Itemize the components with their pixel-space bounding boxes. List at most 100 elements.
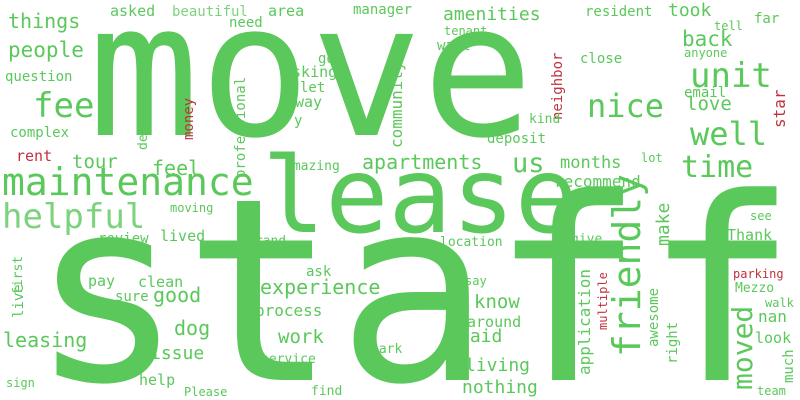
cloud-word-lived: lived bbox=[160, 227, 205, 245]
cloud-word-well: well bbox=[690, 115, 767, 153]
cloud-word-know: know bbox=[474, 291, 520, 313]
cloud-word-live: live bbox=[11, 284, 27, 318]
cloud-word-deposit: deposit bbox=[487, 131, 546, 147]
cloud-word-location: location bbox=[440, 235, 503, 250]
cloud-word-took: took bbox=[668, 0, 712, 21]
cloud-word-kind: kind bbox=[529, 112, 560, 127]
cloud-word-find: find bbox=[311, 384, 342, 399]
cloud-word-please: Please bbox=[184, 385, 227, 399]
cloud-word-sign: sign bbox=[6, 376, 35, 390]
cloud-word-service: service bbox=[261, 352, 316, 367]
cloud-word-tour: tour bbox=[72, 151, 118, 173]
cloud-word-asked: asked bbox=[110, 2, 155, 20]
cloud-word-thank: Thank bbox=[727, 226, 772, 244]
cloud-word-staff: staff bbox=[30, 144, 798, 400]
cloud-word-neighbor: neighbor bbox=[550, 53, 566, 120]
cloud-word-let: let bbox=[300, 80, 325, 96]
cloud-word-application: application bbox=[575, 269, 594, 375]
cloud-word-us: us bbox=[512, 148, 545, 179]
cloud-word-parking: parking bbox=[733, 267, 784, 281]
cloud-word-nothing: nothing bbox=[462, 377, 538, 398]
cloud-word-tell: tell bbox=[714, 19, 743, 33]
cloud-word-moved: moved bbox=[726, 306, 759, 390]
cloud-word-dog: dog bbox=[174, 316, 210, 340]
cloud-word-asking: asking bbox=[283, 63, 337, 81]
cloud-word-question: question bbox=[5, 69, 72, 85]
cloud-word-friendly: friendly bbox=[605, 174, 649, 357]
cloud-word-give: give bbox=[571, 232, 602, 247]
cloud-word-mezzo: Mezzo bbox=[735, 281, 774, 296]
cloud-word-sure: sure bbox=[115, 289, 149, 305]
cloud-word-nan: nan bbox=[758, 307, 787, 326]
cloud-word-experience: experience bbox=[260, 275, 380, 299]
cloud-word-manager: manager bbox=[353, 2, 412, 18]
cloud-word-help: help bbox=[139, 371, 175, 389]
cloud-word-things: things bbox=[8, 9, 80, 33]
cloud-word-go: go bbox=[318, 51, 335, 67]
cloud-word-months: months bbox=[560, 153, 621, 173]
cloud-word-apartments: apartments bbox=[362, 150, 482, 174]
cloud-word-see: see bbox=[750, 209, 772, 223]
cloud-word-want: want bbox=[437, 38, 471, 54]
cloud-word-work: work bbox=[278, 326, 324, 348]
cloud-word-amenities: amenities bbox=[443, 4, 541, 25]
cloud-word-clean: clean bbox=[138, 273, 183, 291]
cloud-word-review: review bbox=[98, 231, 149, 247]
cloud-word-area: area bbox=[268, 2, 304, 20]
cloud-word-anyone: anyone bbox=[684, 46, 727, 60]
cloud-word-lease: lease bbox=[262, 135, 578, 257]
cloud-word-nice: nice bbox=[587, 87, 664, 125]
cloud-word-first: first bbox=[11, 256, 26, 295]
cloud-word-close: close bbox=[580, 51, 622, 67]
cloud-word-need: need bbox=[229, 15, 263, 31]
cloud-word-email: email bbox=[684, 85, 726, 101]
cloud-word-say: say bbox=[465, 274, 487, 288]
cloud-word-unit: unit bbox=[690, 56, 772, 96]
cloud-word-look: look bbox=[755, 329, 791, 347]
cloud-word-fee: fee bbox=[33, 86, 94, 126]
cloud-word-way: way bbox=[295, 93, 322, 111]
cloud-word-moving: moving bbox=[170, 201, 213, 215]
cloud-word-maintenance: maintenance bbox=[2, 160, 254, 204]
cloud-word-love: love bbox=[686, 93, 732, 115]
cloud-word-feel: feel bbox=[152, 156, 200, 180]
cloud-word-pay: pay bbox=[88, 272, 115, 290]
cloud-word-people: people bbox=[8, 38, 84, 62]
cloud-word-amazing: amazing bbox=[285, 159, 340, 174]
cloud-word-complex: complex bbox=[10, 125, 69, 141]
cloud-word-leasing: leasing bbox=[3, 328, 87, 352]
cloud-word-helpful: helpful bbox=[2, 197, 145, 237]
cloud-word-make: make bbox=[653, 203, 674, 246]
cloud-word-good: good bbox=[153, 283, 201, 307]
cloud-word-team: team bbox=[757, 384, 786, 398]
cloud-word-far: far bbox=[754, 11, 779, 27]
cloud-word-rent: rent bbox=[16, 147, 52, 165]
cloud-word-back: back bbox=[682, 27, 733, 51]
cloud-word-beautiful: beautiful bbox=[172, 4, 248, 20]
cloud-word-awesome: awesome bbox=[646, 288, 662, 347]
cloud-word-time: time bbox=[681, 150, 753, 185]
cloud-word-issue: issue bbox=[150, 343, 204, 364]
cloud-word-process: process bbox=[255, 301, 322, 320]
cloud-word-move: move bbox=[88, 0, 534, 179]
cloud-word-around: around bbox=[467, 313, 521, 331]
cloud-word-park: park bbox=[371, 342, 402, 357]
cloud-word-recommend: recommend bbox=[554, 172, 641, 191]
cloud-word-professional: professional bbox=[233, 77, 249, 178]
cloud-word-lot: lot bbox=[641, 151, 663, 165]
cloud-word-said: said bbox=[459, 326, 502, 347]
cloud-word-multiple: multiple bbox=[596, 272, 610, 330]
cloud-word-resident: resident bbox=[585, 4, 652, 20]
cloud-word-ask: ask bbox=[306, 264, 332, 280]
cloud-word-walk: walk bbox=[765, 296, 795, 310]
cloud-word-money: money bbox=[181, 98, 197, 140]
cloud-word-living: living bbox=[465, 355, 530, 376]
cloud-word-grand: Grand bbox=[247, 234, 286, 249]
cloud-word-definitely: definitely bbox=[136, 72, 151, 150]
cloud-word-community: community bbox=[387, 61, 406, 148]
cloud-word-tenant: tenant bbox=[444, 24, 487, 38]
cloud-word-y: y bbox=[294, 113, 302, 129]
cloud-word-much: much bbox=[781, 349, 797, 383]
